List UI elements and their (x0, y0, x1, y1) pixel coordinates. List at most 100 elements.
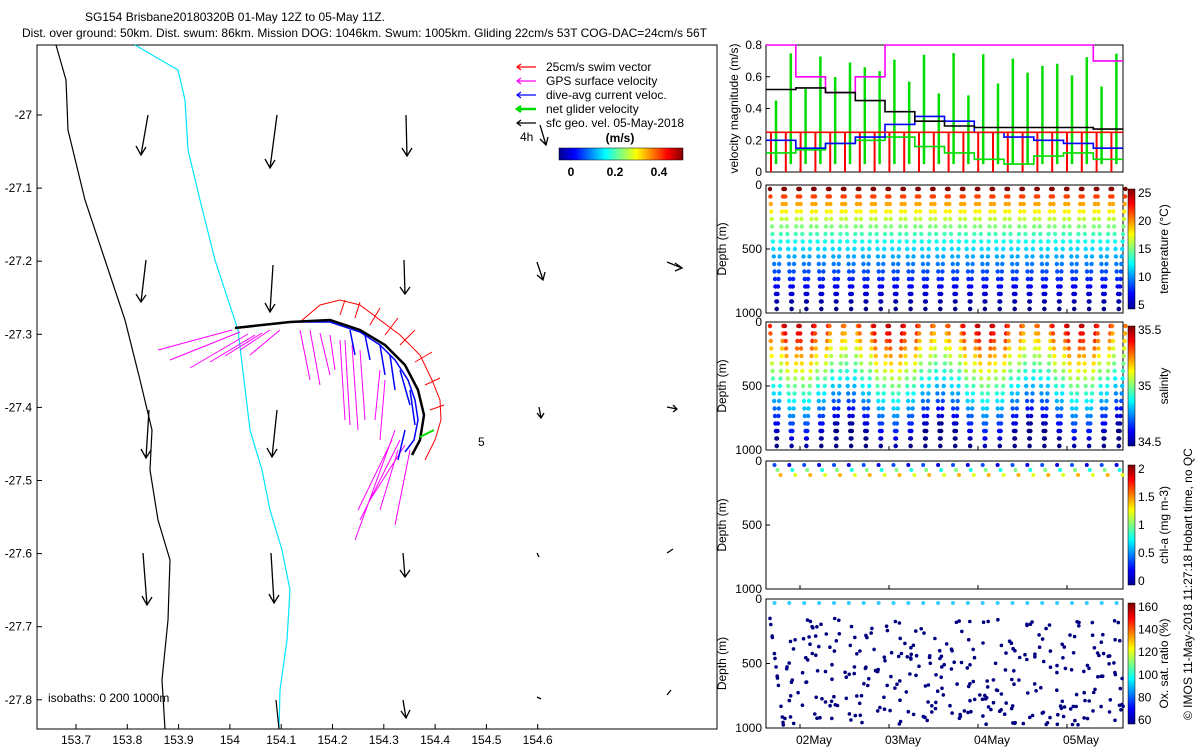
profile-sample (1055, 413, 1060, 419)
profile-sample (1038, 231, 1043, 237)
profile-sample (947, 338, 952, 344)
profile-sample (1026, 691, 1030, 695)
profile-sample (967, 306, 973, 312)
profile-sample (1047, 623, 1052, 627)
profile-sample (1072, 436, 1077, 441)
profile-sample (1052, 231, 1058, 237)
profile-sample (1001, 383, 1006, 389)
profile-sample (941, 254, 946, 259)
profile-sample (985, 679, 989, 683)
profile-sample (779, 353, 784, 359)
profile-sample (874, 231, 879, 237)
profile-sample (1012, 299, 1018, 304)
profile-sample (1006, 194, 1011, 199)
profile-sample (972, 216, 978, 222)
profile-sample (1069, 668, 1074, 672)
profile-sample (1023, 383, 1029, 389)
profile-sample (1067, 361, 1072, 366)
profile-sample (798, 194, 803, 199)
profile-sample (970, 261, 975, 267)
profile-sample (1072, 291, 1078, 297)
profile-sample (1013, 428, 1018, 434)
profile-sample (909, 421, 914, 426)
profile-sample (1020, 323, 1026, 329)
profile-sample (881, 398, 886, 404)
profile-sample (1043, 413, 1049, 419)
profile-sample (1118, 406, 1124, 411)
profile-sample (784, 216, 789, 222)
profile-sample (1100, 413, 1105, 419)
profile-sample (948, 216, 953, 222)
profile-sample (857, 186, 862, 192)
profile-sample (984, 276, 989, 282)
profile-sample (990, 186, 996, 192)
profile-sample (837, 632, 842, 636)
profile-sample (876, 276, 882, 282)
profile-sample (918, 224, 923, 229)
profile-sample (963, 368, 969, 374)
profile-sample (1013, 291, 1018, 297)
profile-sample (865, 406, 871, 411)
profile-sample (1055, 406, 1060, 411)
profile-sample (880, 269, 886, 274)
profile-sample (976, 338, 982, 344)
profile-sample (1087, 468, 1092, 472)
profile-sample (845, 383, 850, 389)
profile-sample (1110, 194, 1115, 199)
profile-sample (1075, 620, 1079, 624)
profile-sample (1112, 239, 1118, 244)
profile-sample (1043, 421, 1048, 426)
profile-sample (891, 463, 896, 467)
profile-sample (1103, 276, 1108, 282)
profile-sample (973, 209, 978, 214)
profile-sample (1087, 291, 1093, 297)
profile-sample (923, 684, 928, 688)
profile-sample (914, 629, 918, 633)
isobath-1000 (275, 699, 280, 730)
profile-sample (938, 443, 943, 449)
profile-sample (991, 331, 996, 336)
profile-sample (910, 398, 916, 404)
profile-sample (875, 254, 881, 259)
profile-sample (985, 398, 990, 404)
profile-sample (829, 224, 834, 229)
profile-sample (846, 398, 851, 404)
profile-sample (1051, 346, 1057, 351)
profile-sample (820, 291, 825, 297)
profile-sample (971, 647, 975, 652)
profile-sample (941, 693, 946, 697)
profile-sample (1017, 655, 1022, 660)
profile-sample (914, 673, 918, 678)
profile-sample (889, 674, 893, 679)
profile-sample (962, 353, 968, 359)
profile-sample (872, 647, 876, 652)
profile-sample (1065, 186, 1070, 192)
profile-sample (896, 246, 902, 252)
profile-sample (769, 353, 774, 359)
profile-sample (1039, 261, 1045, 267)
profile-sample (887, 331, 892, 336)
profile-sample (1070, 276, 1075, 282)
profile-sample (1032, 346, 1038, 351)
profile-sample (956, 376, 962, 381)
profile-sample (772, 651, 777, 656)
profile-sample (843, 338, 848, 344)
profile-sample (1000, 398, 1005, 404)
profile-sample (869, 631, 873, 635)
profile-sample (800, 670, 805, 675)
profile-sample (949, 667, 954, 671)
profile-sample (858, 353, 864, 359)
profile-sample (1024, 391, 1029, 396)
profile-sample (1033, 201, 1038, 207)
profile-sample (902, 201, 907, 207)
profile-sample (966, 637, 971, 642)
profile-sample (909, 428, 914, 434)
profile-sample (815, 239, 820, 244)
profile-sample (768, 338, 773, 344)
profile-sample (936, 276, 941, 282)
profile-sample (1066, 346, 1072, 351)
profile-sample (890, 246, 895, 252)
profile-sample (918, 361, 923, 366)
profile-sample (948, 353, 953, 359)
